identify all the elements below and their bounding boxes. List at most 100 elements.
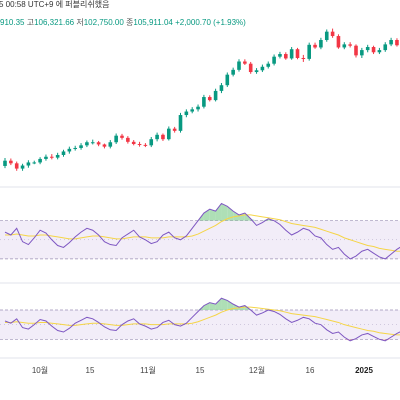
oscillator-panel-1[interactable]	[0, 202, 400, 260]
candle-up	[190, 107, 194, 114]
candle-down	[14, 161, 19, 171]
candle-down	[102, 143, 107, 149]
candle-down	[207, 95, 212, 102]
candle-up	[219, 83, 224, 94]
osc2-main-line	[4, 297, 400, 342]
candle-up	[237, 59, 241, 72]
candle-body	[20, 165, 25, 169]
candle-up	[383, 42, 388, 52]
candle-body	[207, 97, 212, 101]
candle-body	[9, 160, 13, 164]
osc2-overbought-fill	[221, 298, 228, 310]
candle-up	[32, 160, 37, 165]
candle-body	[336, 36, 341, 48]
candle-body	[395, 39, 399, 46]
candle-up	[360, 47, 364, 58]
candle-down	[161, 133, 165, 141]
candle-body	[324, 31, 329, 40]
low-value: 102,750.00	[83, 18, 124, 27]
candle-down	[120, 133, 124, 140]
candle-body	[67, 148, 72, 152]
candle-up	[155, 132, 159, 142]
candle-body	[360, 50, 364, 56]
candle-down	[126, 136, 130, 144]
candle-down	[301, 54, 306, 62]
candle-down	[395, 38, 399, 47]
close-label: 종	[126, 18, 134, 27]
candle-up	[108, 140, 113, 149]
candle-up	[61, 149, 66, 157]
candle-body	[61, 151, 66, 155]
candle-up	[55, 152, 60, 160]
candle-body	[295, 49, 300, 58]
candle-body	[266, 63, 271, 67]
candle-body	[178, 115, 183, 131]
candle-down	[50, 154, 54, 160]
candle-body	[248, 63, 253, 73]
candle-up	[114, 133, 118, 145]
candle-body	[307, 44, 311, 59]
osc2-overbought-fill	[215, 298, 222, 310]
time-axis[interactable]: 10월 15 11월 15 12월 16 2025	[32, 365, 374, 375]
candle-body	[26, 162, 31, 166]
candle-body	[79, 145, 83, 148]
candle-up	[149, 136, 154, 148]
oscillator-panel-2[interactable]	[0, 297, 400, 342]
candle-up	[324, 29, 329, 42]
candle-up	[196, 104, 200, 112]
candle-up	[254, 68, 259, 74]
candle-body	[108, 142, 113, 147]
time-axis-tick-label: 11월	[140, 365, 156, 375]
candle-body	[38, 158, 42, 163]
candle-body	[96, 142, 101, 145]
candle-body	[102, 144, 107, 147]
candle-down	[371, 45, 376, 55]
high-label: 고	[26, 18, 35, 27]
candle-body	[126, 137, 130, 142]
candle-body	[260, 66, 265, 71]
candle-body	[289, 49, 294, 59]
candle-body	[354, 45, 358, 56]
candle-body	[55, 154, 60, 158]
candle-body	[348, 44, 352, 46]
price-panel[interactable]	[3, 28, 400, 171]
candle-down	[284, 52, 288, 60]
candle-up	[377, 47, 382, 55]
time-axis-tick-label: 16	[306, 366, 315, 375]
candle-down	[330, 28, 335, 38]
candle-up	[202, 94, 206, 109]
header-ohlc: 910.35 고106,321.66 저102,750.00 종105,911.…	[0, 17, 246, 28]
osc2-overbought-fill	[209, 302, 216, 310]
candle-body	[225, 74, 230, 86]
candle-body	[278, 54, 282, 57]
candle-body	[284, 54, 288, 59]
candle-body	[313, 44, 317, 48]
candle-body	[184, 111, 189, 116]
candle-body	[365, 47, 370, 51]
candle-body	[114, 135, 118, 143]
time-axis-tick-label: 15	[196, 366, 205, 375]
candle-up	[73, 145, 77, 151]
candle-up	[289, 47, 294, 60]
osc1-signal-line	[5, 214, 400, 252]
candle-down	[248, 61, 253, 74]
candle-body	[330, 31, 335, 37]
osc1-overbought-fill	[215, 203, 222, 221]
candle-body	[383, 44, 388, 51]
candle-up	[213, 88, 218, 102]
osc1-overbought-fill	[209, 209, 216, 221]
candle-down	[131, 140, 136, 146]
candle-body	[231, 69, 235, 75]
candle-up	[231, 67, 235, 77]
candle-down	[348, 42, 352, 48]
candle-body	[90, 142, 95, 144]
candle-up	[266, 61, 271, 69]
change-value: +2,000.70 (+1.93%)	[175, 18, 246, 27]
header-partial-value: 910.35	[0, 18, 25, 27]
candle-body	[243, 61, 247, 64]
time-axis-tick-label: 15	[86, 366, 95, 375]
candle-up	[389, 37, 393, 47]
candle-down	[295, 47, 300, 60]
candle-down	[336, 34, 341, 49]
